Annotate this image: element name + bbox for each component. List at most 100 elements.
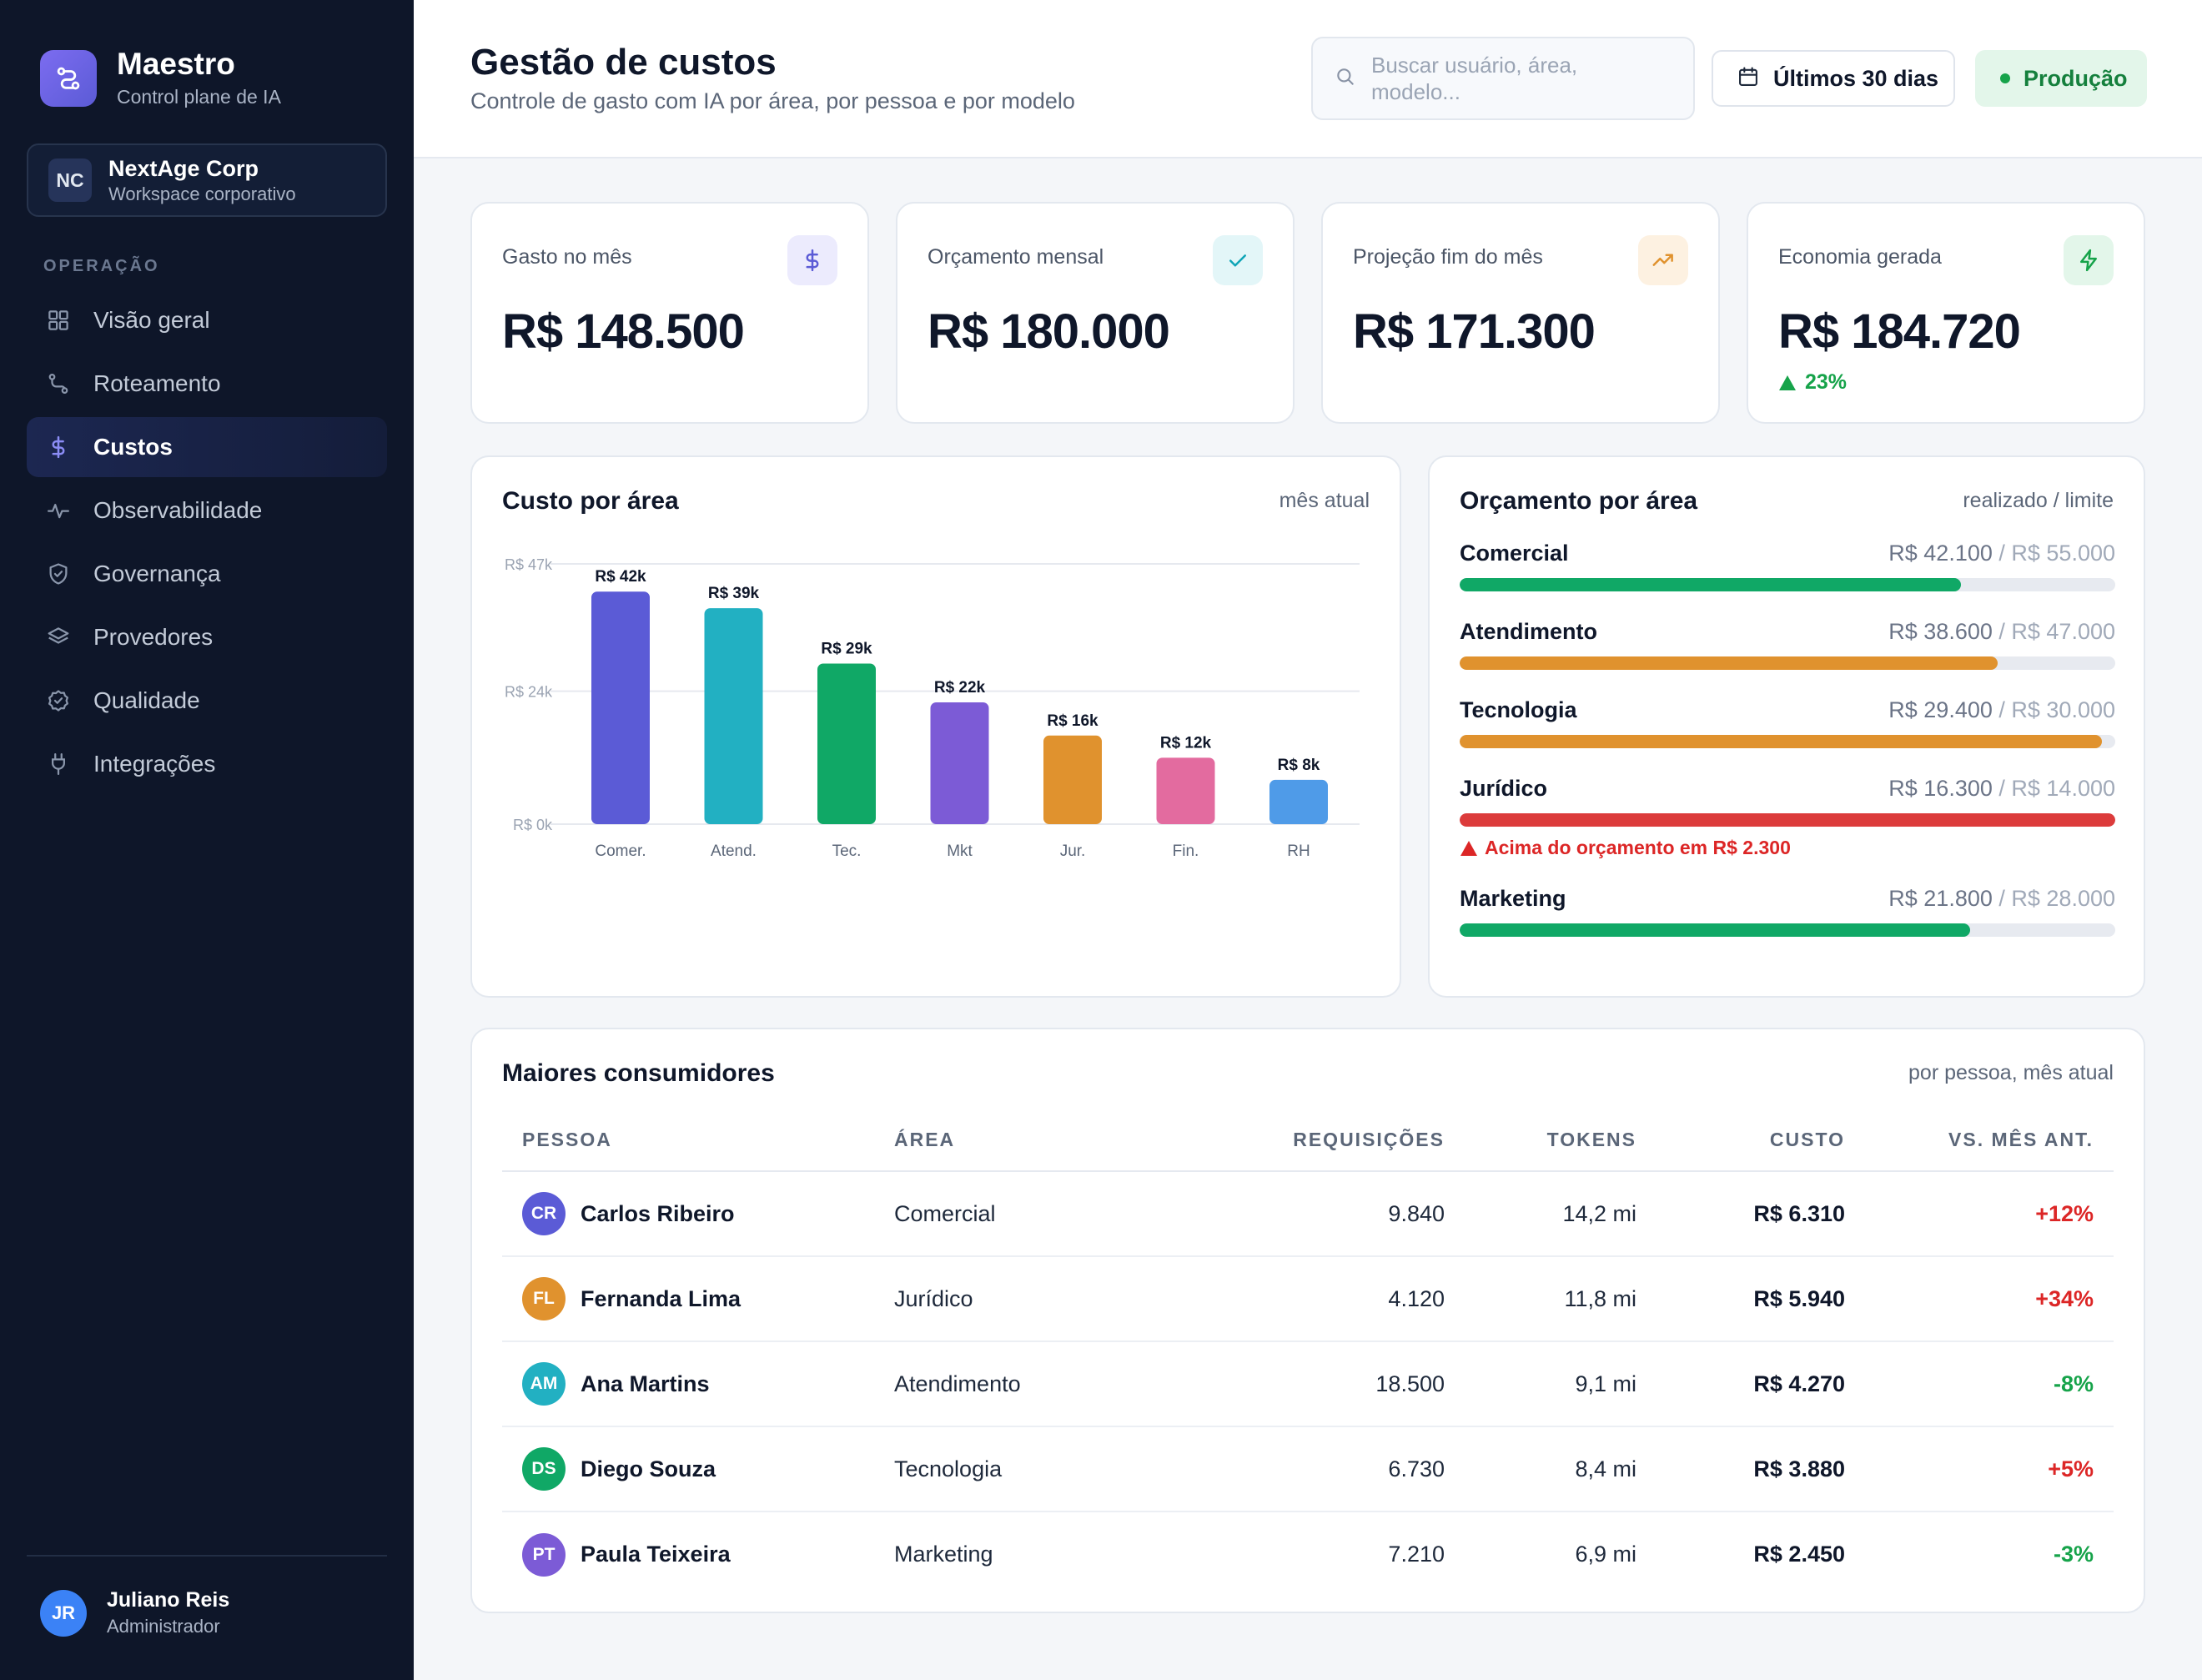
kpi-card-economia: Economia gerada R$ 184.720 23% <box>1747 202 2145 424</box>
cell-cost: R$ 6.310 <box>1636 1171 1845 1257</box>
table-row[interactable]: CR Carlos Ribeiro Comercial 9.840 14,2 mi R$ … <box>502 1171 2114 1257</box>
column-header-area[interactable]: ÁREA <box>894 1109 1178 1172</box>
table-row[interactable]: AM Ana Martins Atendimento 18.500 9,1 mi R$ 4… <box>502 1341 2114 1427</box>
cell-tokens: 8,4 mi <box>1445 1426 1636 1512</box>
budget-limit: R$ 28.000 <box>2011 886 2115 911</box>
x-tick-label: RH <box>1287 843 1310 860</box>
brand[interactable]: Maestro Control plane de IA <box>40 48 281 108</box>
person-name[interactable]: Paula Teixeira <box>581 1542 731 1567</box>
sidebar-item-visao-geral[interactable]: Visão geral <box>27 290 387 350</box>
sidebar-item-roteamento[interactable]: Roteamento <box>27 354 387 414</box>
x-tick-label: Comer. <box>595 843 646 860</box>
table-row[interactable]: DS Diego Souza Tecnologia 6.730 8,4 mi R$ 3.8… <box>502 1426 2114 1512</box>
cell-delta: -3% <box>2053 1542 2094 1567</box>
column-header-requisicoes[interactable]: REQUISIÇÕES <box>1178 1109 1445 1172</box>
kpi-card-projecao: Projeção fim do mês R$ 171.300 <box>1321 202 1720 424</box>
dollar-icon <box>787 235 837 285</box>
person-name[interactable]: Ana Martins <box>581 1371 710 1396</box>
warning-triangle-icon <box>1460 840 1477 856</box>
kpi-label: Projeção fim do mês <box>1353 245 1543 269</box>
cell-requests: 6.730 <box>1178 1426 1445 1512</box>
person-name[interactable]: Carlos Ribeiro <box>581 1200 735 1226</box>
x-tick-label: Jur. <box>1060 843 1086 860</box>
bar-value-label: R$ 42k <box>595 568 646 586</box>
budget-item-atendimento[interactable]: Atendimento R$ 38.600 / R$ 47.000 <box>1460 619 2115 670</box>
user-name: Juliano Reis <box>107 1588 230 1612</box>
cell-delta: +34% <box>1845 1256 2114 1342</box>
cell-delta: -8% <box>1845 1341 2114 1427</box>
cell-area: Marketing <box>894 1542 993 1567</box>
badge-check-icon <box>45 687 72 714</box>
budget-progress-track <box>1460 656 2115 670</box>
sidebar-item-governanca[interactable]: Governança <box>27 544 387 604</box>
shield-icon <box>45 561 72 587</box>
column-header-tokens[interactable]: TOKENS <box>1445 1109 1636 1172</box>
date-range-button[interactable]: Últimos 30 dias <box>1712 50 1955 107</box>
column-header-custo[interactable]: CUSTO <box>1636 1109 1845 1172</box>
bar-value-label: R$ 29k <box>821 640 872 657</box>
sidebar-item-custos[interactable]: Custos <box>27 417 387 477</box>
sidebar-item-integracoes[interactable]: Integrações <box>27 734 387 794</box>
budget-area-name: Tecnologia <box>1460 697 1577 722</box>
cell-area: Atendimento <box>894 1341 1178 1427</box>
budget-item-tecnologia[interactable]: Tecnologia R$ 29.400 / R$ 30.000 <box>1460 697 2115 748</box>
budget-used: R$ 42.100 <box>1888 541 1993 566</box>
bar-value-label: R$ 16k <box>1047 712 1098 730</box>
cell-cost: R$ 4.270 <box>1636 1341 1845 1427</box>
y-tick-label: R$ 24k <box>505 684 553 701</box>
cell-requests: 18.500 <box>1178 1341 1445 1427</box>
budget-by-area-card: Orçamento por área realizado / limite Co… <box>1428 455 2145 998</box>
sidebar-item-label: Qualidade <box>93 687 200 713</box>
budget-item-juridico[interactable]: Jurídico R$ 16.300 / R$ 14.000 Acima do … <box>1460 776 2115 858</box>
consumers-scope: por pessoa, mês atual <box>1908 1061 2114 1084</box>
kpi-value: R$ 180.000 <box>928 304 1170 359</box>
sidebar-item-provedores[interactable]: Provedores <box>27 607 387 667</box>
workspace-switcher[interactable]: NC NextAge Corp Workspace corporativo <box>27 143 387 217</box>
sidebar-item-observabilidade[interactable]: Observabilidade <box>27 480 387 541</box>
status-dot-icon <box>2000 73 2010 83</box>
table-header-row: PESSOA ÁREA REQUISIÇÕES TOKENS CUSTO VS.… <box>502 1109 2114 1172</box>
sidebar-item-label: Roteamento <box>93 370 221 396</box>
consumers-title: Maiores consumidores <box>502 1059 775 1087</box>
avatar: JR <box>40 1589 87 1637</box>
budget-limit: R$ 14.000 <box>2011 776 2115 801</box>
sidebar-item-label: Visão geral <box>93 307 210 333</box>
bar-value-label: R$ 39k <box>708 585 760 602</box>
bar <box>591 591 650 824</box>
budget-progress-track <box>1460 923 2115 937</box>
kpi-trend-value: 23% <box>1805 370 1848 394</box>
cell-person: DS Diego Souza <box>502 1426 894 1512</box>
person-name[interactable]: Fernanda Lima <box>581 1285 742 1311</box>
budget-limit: R$ 47.000 <box>2011 619 2115 644</box>
budget-used: R$ 16.300 <box>1888 776 1993 801</box>
table-row[interactable]: PT Paula Teixeira Marketing 7.210 6,9 mi R$ 2… <box>502 1511 2114 1597</box>
column-header-pessoa[interactable]: PESSOA <box>502 1109 894 1172</box>
kpi-value: R$ 184.720 <box>1778 304 2021 359</box>
budget-progress-fill <box>1460 923 1971 937</box>
person-name[interactable]: Diego Souza <box>581 1456 716 1481</box>
budget-item-comercial[interactable]: Comercial R$ 42.100 / R$ 55.000 <box>1460 541 2115 591</box>
sidebar-item-label: Integrações <box>93 751 216 777</box>
workspace-badge: NC <box>48 158 92 202</box>
cell-cost: R$ 5.940 <box>1636 1256 1845 1342</box>
bar <box>1043 735 1102 824</box>
search-icon <box>1335 66 1356 92</box>
cell-person: CR Carlos Ribeiro <box>502 1171 894 1257</box>
avatar: DS <box>522 1447 566 1491</box>
search-input[interactable]: Buscar usuário, área, modelo... <box>1311 37 1695 120</box>
user-profile[interactable]: JR Juliano Reis Administrador <box>40 1588 229 1637</box>
column-header-vs-mes-anterior[interactable]: VS. MÊS ANT. <box>1845 1109 2114 1172</box>
sidebar: Maestro Control plane de IA NC NextAge C… <box>0 0 414 1680</box>
cell-person: PT Paula Teixeira <box>502 1511 894 1597</box>
sidebar-item-label: Provedores <box>93 624 214 650</box>
kpi-trend: 23% <box>1778 370 1847 395</box>
budget-item-marketing[interactable]: Marketing R$ 21.800 / R$ 28.000 <box>1460 886 2115 937</box>
table-row[interactable]: FL Fernanda Lima Jurídico 4.120 11,8 mi R$ 5.… <box>502 1256 2114 1342</box>
environment-badge[interactable]: Produção <box>1975 50 2147 107</box>
budget-area-name: Jurídico <box>1460 776 1548 801</box>
plug-icon <box>45 751 72 777</box>
y-tick-label: R$ 47k <box>505 556 553 573</box>
sidebar-item-qualidade[interactable]: Qualidade <box>27 671 387 731</box>
cell-cost: R$ 3.880 <box>1636 1426 1845 1512</box>
sidebar-divider <box>27 1555 387 1557</box>
